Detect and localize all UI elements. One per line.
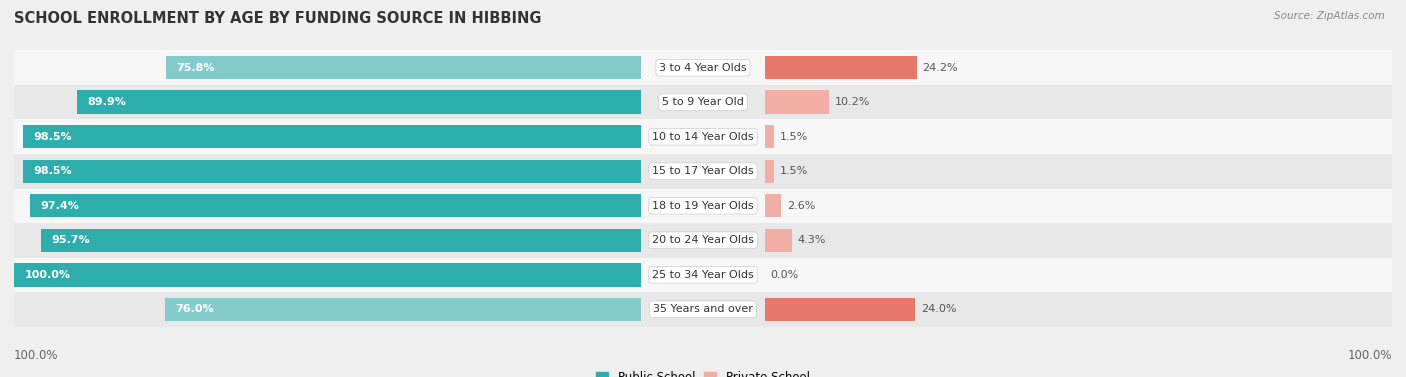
Bar bbox=[14, 292, 1392, 326]
Text: 1.5%: 1.5% bbox=[780, 132, 808, 142]
Bar bbox=[165, 297, 641, 321]
Bar bbox=[765, 56, 917, 80]
Bar bbox=[31, 194, 641, 218]
Bar bbox=[14, 223, 1392, 257]
Text: 76.0%: 76.0% bbox=[174, 304, 214, 314]
Bar bbox=[765, 194, 782, 218]
Text: 0.0%: 0.0% bbox=[770, 270, 799, 280]
Text: 2.6%: 2.6% bbox=[787, 201, 815, 211]
Text: 100.0%: 100.0% bbox=[1347, 349, 1392, 362]
Text: 35 Years and over: 35 Years and over bbox=[652, 304, 754, 314]
Text: 20 to 24 Year Olds: 20 to 24 Year Olds bbox=[652, 235, 754, 245]
Text: 100.0%: 100.0% bbox=[24, 270, 70, 280]
Bar bbox=[14, 188, 1392, 223]
Bar bbox=[24, 159, 641, 183]
Text: 1.5%: 1.5% bbox=[780, 166, 808, 176]
Bar bbox=[41, 228, 641, 252]
Bar bbox=[765, 90, 830, 114]
Bar bbox=[765, 297, 915, 321]
Legend: Public School, Private School: Public School, Private School bbox=[592, 366, 814, 377]
Bar bbox=[14, 51, 1392, 85]
Text: 18 to 19 Year Olds: 18 to 19 Year Olds bbox=[652, 201, 754, 211]
Bar bbox=[14, 257, 1392, 292]
Text: 3 to 4 Year Olds: 3 to 4 Year Olds bbox=[659, 63, 747, 73]
Text: 10 to 14 Year Olds: 10 to 14 Year Olds bbox=[652, 132, 754, 142]
Bar bbox=[14, 85, 1392, 120]
Text: 98.5%: 98.5% bbox=[34, 132, 73, 142]
Bar bbox=[14, 120, 1392, 154]
Text: 100.0%: 100.0% bbox=[14, 349, 59, 362]
Text: 24.2%: 24.2% bbox=[922, 63, 957, 73]
Text: Source: ZipAtlas.com: Source: ZipAtlas.com bbox=[1274, 11, 1385, 21]
Text: 10.2%: 10.2% bbox=[835, 97, 870, 107]
Text: 25 to 34 Year Olds: 25 to 34 Year Olds bbox=[652, 270, 754, 280]
Text: 89.9%: 89.9% bbox=[87, 97, 127, 107]
Text: 95.7%: 95.7% bbox=[52, 235, 90, 245]
Text: 97.4%: 97.4% bbox=[41, 201, 80, 211]
Text: 24.0%: 24.0% bbox=[921, 304, 956, 314]
Bar bbox=[765, 125, 775, 149]
Text: 4.3%: 4.3% bbox=[797, 235, 825, 245]
Text: 5 to 9 Year Old: 5 to 9 Year Old bbox=[662, 97, 744, 107]
Text: 15 to 17 Year Olds: 15 to 17 Year Olds bbox=[652, 166, 754, 176]
Bar bbox=[765, 159, 775, 183]
Text: 75.8%: 75.8% bbox=[176, 63, 215, 73]
Text: SCHOOL ENROLLMENT BY AGE BY FUNDING SOURCE IN HIBBING: SCHOOL ENROLLMENT BY AGE BY FUNDING SOUR… bbox=[14, 11, 541, 26]
Bar bbox=[14, 263, 641, 287]
Bar bbox=[77, 90, 641, 114]
Bar bbox=[166, 56, 641, 80]
Bar bbox=[765, 228, 792, 252]
Bar bbox=[24, 125, 641, 149]
Bar bbox=[14, 154, 1392, 188]
Text: 98.5%: 98.5% bbox=[34, 166, 73, 176]
